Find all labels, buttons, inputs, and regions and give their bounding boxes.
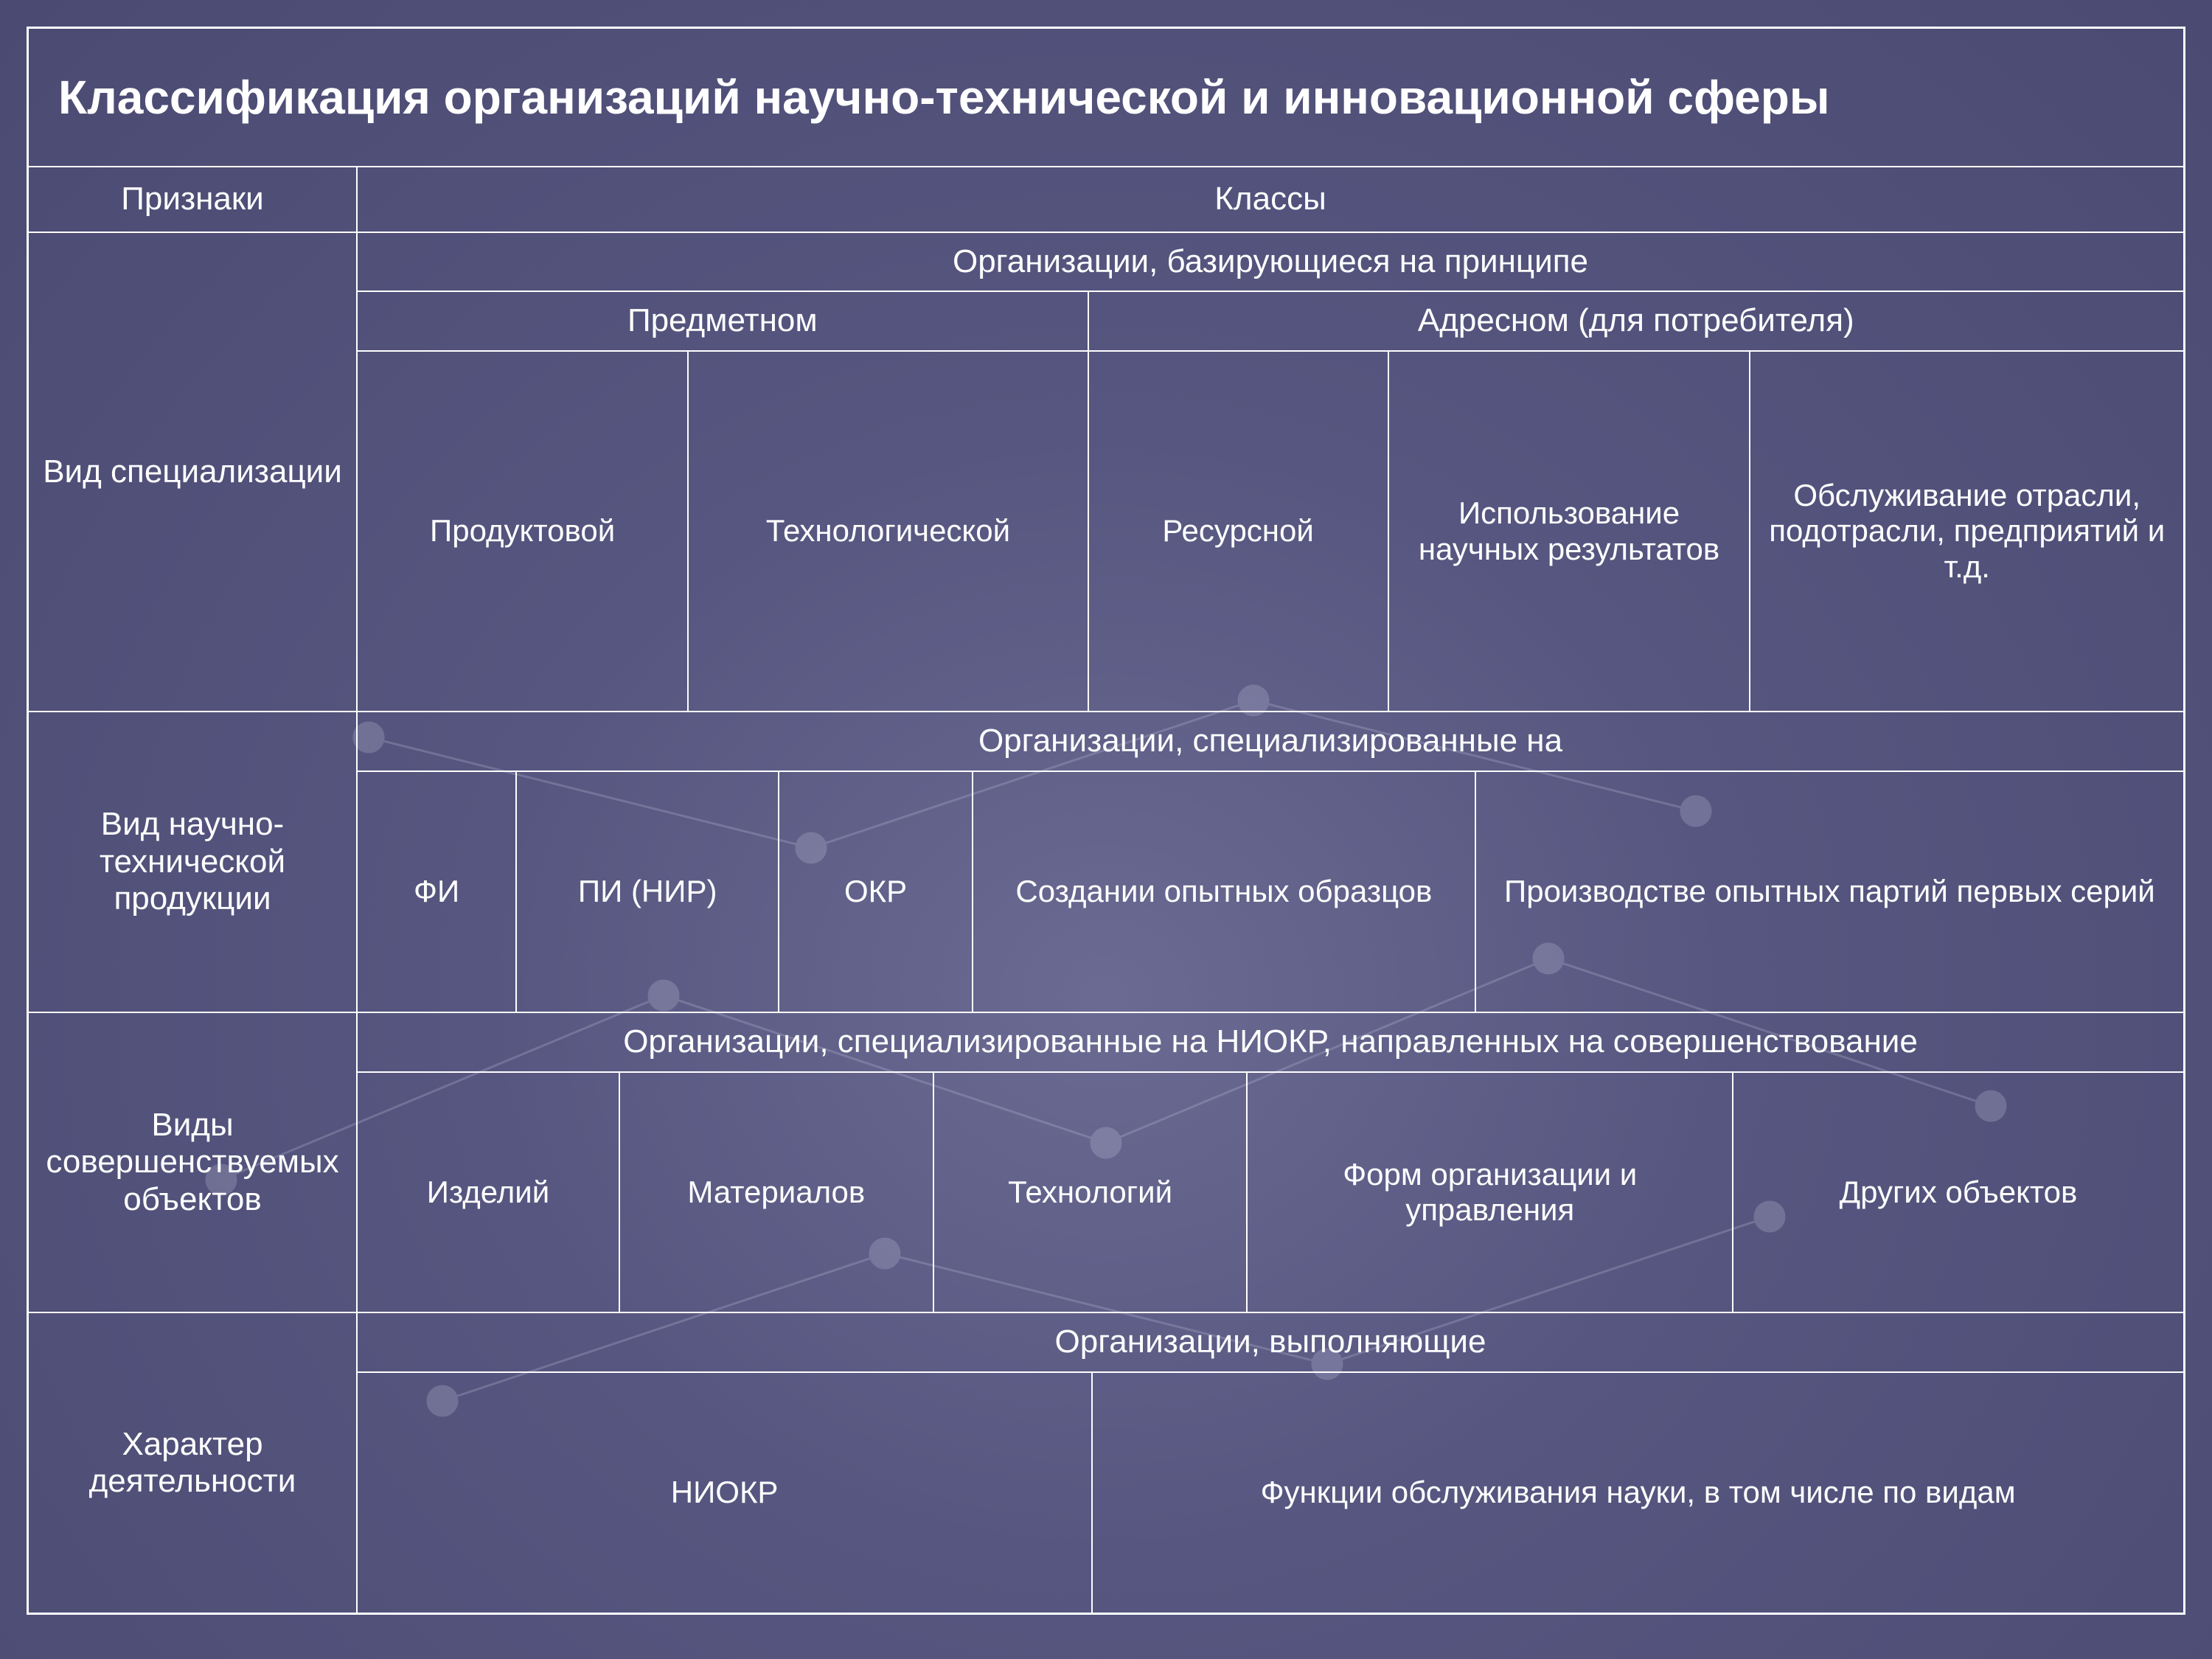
- group-label-improvement-objects: Виды совершенствуемых объектов: [29, 1013, 358, 1312]
- col-body-adresnom: Ресурсной Использование научных результа…: [1089, 352, 2183, 712]
- group-row-product-type: Вид научно-технической продукции Организ…: [29, 712, 2183, 1013]
- cell-pi-nir: ПИ (НИР): [517, 772, 779, 1012]
- header-classes-col: Классы: [358, 167, 2183, 232]
- cell-technological: Технологической: [689, 352, 1087, 712]
- specialization-columns: Предметном Продуктовой Технологической А…: [358, 292, 2183, 711]
- cell-pilot-batches: Производстве опытных партий первых серий: [1476, 772, 2183, 1012]
- cell-scientific-results: Использование научных результатов: [1389, 352, 1751, 712]
- group-row-improvement-objects: Виды совершенствуемых объектов Организац…: [29, 1013, 2183, 1314]
- cell-technologies: Технологий: [934, 1073, 1248, 1312]
- product-type-cells: ФИ ПИ (НИР) ОКР Создании опытных образцо…: [358, 772, 2183, 1012]
- header-row: Признаки Классы: [29, 167, 2183, 233]
- cell-science-service: Функции обслуживания науки, в том числе …: [1093, 1373, 2183, 1613]
- cell-fi: ФИ: [358, 772, 517, 1012]
- group-content-product-type: Организации, специализированные на ФИ ПИ…: [358, 712, 2183, 1012]
- group-subhead-improvement-objects: Организации, специализированные на НИОКР…: [358, 1013, 2183, 1073]
- col-head-predmetnom: Предметном: [358, 292, 1088, 352]
- col-adresnom: Адресном (для потребителя) Ресурсной Исп…: [1089, 292, 2183, 711]
- header-classes: Классы: [358, 167, 2183, 232]
- col-predmetnom: Предметном Продуктовой Технологической: [358, 292, 1089, 711]
- header-attributes: Признаки: [29, 167, 358, 232]
- col-body-predmetnom: Продуктовой Технологической: [358, 352, 1088, 712]
- cell-industry-service: Обслуживание отрасли, подотрасли, предпр…: [1750, 352, 2183, 712]
- group-content-activity-character: Организации, выполняющие НИОКР Функции о…: [358, 1313, 2183, 1613]
- activity-character-cells: НИОКР Функции обслуживания науки, в том …: [358, 1373, 2183, 1613]
- col-head-adresnom: Адресном (для потребителя): [1089, 292, 2183, 352]
- cell-materials: Материалов: [620, 1073, 934, 1312]
- group-subhead-specialization: Организации, базирующиеся на принципе: [358, 233, 2183, 293]
- group-label-activity-character: Характер деятельности: [29, 1313, 358, 1613]
- table-title: Классификация организаций научно-техниче…: [29, 29, 2183, 167]
- classification-table: Классификация организаций научно-техниче…: [27, 27, 2185, 1615]
- group-subhead-activity-character: Организации, выполняющие: [358, 1313, 2183, 1373]
- cell-org-forms: Форм организации и управления: [1248, 1073, 1733, 1312]
- group-content-improvement-objects: Организации, специализированные на НИОКР…: [358, 1013, 2183, 1312]
- group-subhead-product-type: Организации, специализированные на: [358, 712, 2183, 772]
- cell-resource: Ресурсной: [1089, 352, 1389, 712]
- improvement-objects-cells: Изделий Материалов Технологий Форм орган…: [358, 1073, 2183, 1312]
- group-label-product-type: Вид научно-технической продукции: [29, 712, 358, 1012]
- cell-prototypes: Создании опытных образцов: [973, 772, 1476, 1012]
- group-content-specialization: Организации, базирующиеся на принципе Пр…: [358, 233, 2183, 712]
- group-row-specialization: Вид специализации Организации, базирующи…: [29, 233, 2183, 713]
- cell-product: Продуктовой: [358, 352, 689, 712]
- group-label-specialization: Вид специализации: [29, 233, 358, 712]
- cell-other-objects: Других объектов: [1733, 1073, 2183, 1312]
- cell-okr: ОКР: [779, 772, 973, 1012]
- group-row-activity-character: Характер деятельности Организации, выпол…: [29, 1313, 2183, 1613]
- cell-products: Изделий: [358, 1073, 620, 1312]
- cell-niokr: НИОКР: [358, 1373, 1093, 1613]
